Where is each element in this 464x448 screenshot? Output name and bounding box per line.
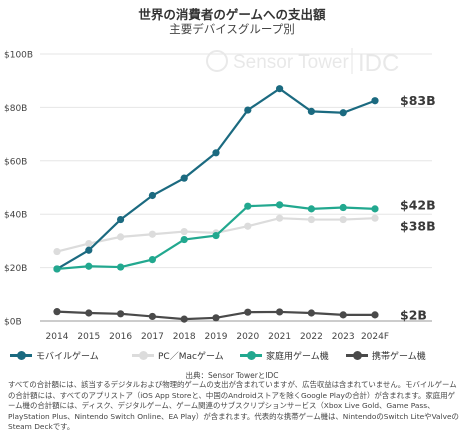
- legend-swatch-handheld: [346, 351, 368, 360]
- data-point: [339, 203, 347, 212]
- data-point: [180, 315, 188, 323]
- data-point: [371, 311, 379, 319]
- x-tick-label: 2020: [236, 332, 259, 342]
- x-tick-label: 2015: [77, 332, 100, 342]
- x-tick-label: 2024F: [361, 332, 389, 342]
- legend-item-mobile: モバイルゲーム: [10, 349, 99, 362]
- data-point: [339, 311, 347, 319]
- data-point: [307, 215, 315, 224]
- data-point: [117, 233, 125, 241]
- data-point: [276, 201, 284, 209]
- x-tick-label: 2023: [332, 332, 355, 342]
- data-point: [85, 239, 93, 248]
- legend-label-console: 家庭用ゲーム機: [266, 352, 329, 362]
- data-point: [339, 109, 347, 117]
- data-point: [244, 308, 252, 316]
- data-point: [371, 205, 379, 213]
- data-point: [148, 191, 156, 200]
- x-tick-label: 2014: [46, 332, 69, 342]
- data-point: [53, 265, 61, 273]
- data-point: [244, 202, 252, 210]
- legend-item-pc: PC／Macゲーム: [132, 349, 224, 362]
- series-line: [56, 87, 376, 270]
- data-point: [244, 106, 252, 114]
- end-label: $38B: [400, 219, 436, 234]
- data-point: [148, 255, 156, 264]
- data-point: [117, 263, 125, 271]
- legend-swatch-pc: [132, 351, 154, 360]
- legend-item-handheld: 携帯ゲーム機: [346, 349, 426, 362]
- end-label: $83B: [400, 93, 436, 108]
- y-tick-label: $80B: [4, 104, 27, 114]
- data-point: [180, 227, 188, 236]
- end-label: $42B: [400, 197, 436, 212]
- data-point: [148, 312, 156, 321]
- legend-item-console: 家庭用ゲーム機: [240, 349, 329, 362]
- data-point: [212, 314, 220, 322]
- legend-swatch-mobile: [10, 351, 32, 360]
- data-point: [212, 231, 220, 240]
- data-point: [276, 85, 284, 93]
- y-tick-label: $0B: [4, 318, 22, 328]
- data-point: [307, 107, 315, 116]
- x-tick-label: 2018: [173, 332, 196, 342]
- chart-title: 世界の消費者のゲームへの支出額: [138, 7, 326, 22]
- x-tick-label: 2022: [300, 332, 323, 342]
- legend-label-handheld: 携帯ゲーム機: [372, 352, 426, 362]
- legend-swatch-console: [240, 351, 262, 360]
- x-tick-label: 2016: [109, 332, 132, 342]
- legend-label-mobile: モバイルゲーム: [36, 352, 99, 362]
- y-tick-label: $20B: [4, 264, 27, 274]
- y-tick-label: $60B: [4, 157, 27, 167]
- data-point: [53, 247, 61, 256]
- data-point: [148, 230, 156, 238]
- legend-label-pc: PC／Macゲーム: [158, 352, 224, 362]
- data-point: [85, 309, 93, 317]
- chart-notes: すべての合計額には、該当するデジタルおよび物理的ゲームの支出が含まれていますが、…: [8, 380, 459, 432]
- watermark-text: Sensor Tower: [233, 52, 349, 73]
- chart-source: 出典：Sensor TowerとIDC: [185, 371, 279, 380]
- data-point: [339, 215, 347, 224]
- watermark-icon: [206, 50, 228, 72]
- data-point: [307, 309, 315, 317]
- data-point: [276, 214, 284, 222]
- x-tick-label: 2019: [205, 332, 228, 342]
- data-point: [85, 262, 93, 270]
- data-point: [180, 174, 188, 182]
- x-tick-label: 2021: [268, 332, 291, 342]
- data-point: [307, 205, 315, 213]
- chart-legend: モバイルゲーム PC／Macゲーム 家庭用ゲーム機 携帯ゲーム機: [10, 349, 460, 363]
- data-point: [371, 97, 379, 105]
- data-point: [244, 222, 252, 230]
- data-point: [276, 308, 284, 316]
- data-point: [117, 310, 125, 318]
- end-label: $2B: [400, 307, 427, 322]
- data-point: [371, 214, 379, 222]
- x-tick-label: 2017: [141, 332, 164, 342]
- data-point: [53, 308, 61, 316]
- data-point: [117, 215, 125, 224]
- chart-subtitle: 主要デバイスグループ別: [169, 22, 295, 36]
- y-tick-label: $40B: [4, 211, 27, 221]
- y-tick-label: $100B: [4, 51, 33, 61]
- data-point: [212, 149, 220, 157]
- data-point: [85, 246, 93, 254]
- line-chart: Sensor Tower IDC$0B$20B$40B$60B$80B$100B2…: [4, 48, 436, 342]
- data-point: [180, 235, 188, 244]
